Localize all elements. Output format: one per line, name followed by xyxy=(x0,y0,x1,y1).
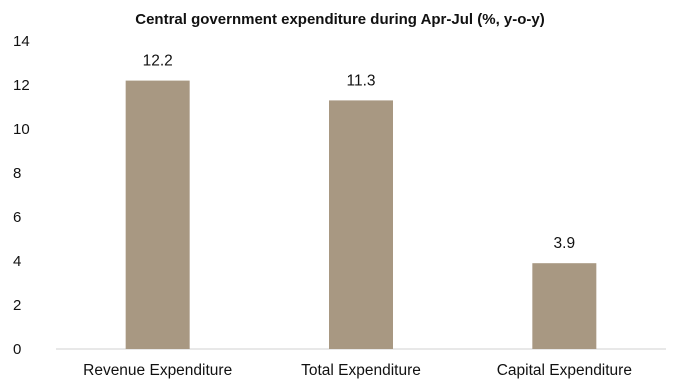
bar xyxy=(329,100,393,350)
y-tick-label: 4 xyxy=(13,253,21,270)
x-tick-label: Revenue Expenditure xyxy=(83,362,232,379)
data-label: 11.3 xyxy=(346,72,375,89)
y-tick-label: 14 xyxy=(13,33,30,50)
x-axis: Revenue Expenditure Total Expenditure Capi… xyxy=(83,362,632,379)
data-label: 3.9 xyxy=(554,235,576,252)
data-label: 12.2 xyxy=(143,53,173,70)
y-axis: 0 2 4 6 8 10 12 14 xyxy=(13,33,30,358)
y-tick-label: 12 xyxy=(13,77,30,94)
y-tick-label: 2 xyxy=(13,297,21,314)
y-tick-label: 0 xyxy=(13,341,21,358)
bars: 12.2 11.3 3.9 xyxy=(125,53,597,350)
y-tick-label: 8 xyxy=(13,165,21,182)
y-tick-label: 10 xyxy=(13,121,30,138)
x-tick-label: Total Expenditure xyxy=(301,362,421,379)
y-tick-label: 6 xyxy=(13,209,21,226)
bar xyxy=(125,80,190,349)
chart-title: Central government expenditure during Ap… xyxy=(135,11,544,28)
x-tick-label: Capital Expenditure xyxy=(497,362,632,379)
bar xyxy=(532,263,597,349)
